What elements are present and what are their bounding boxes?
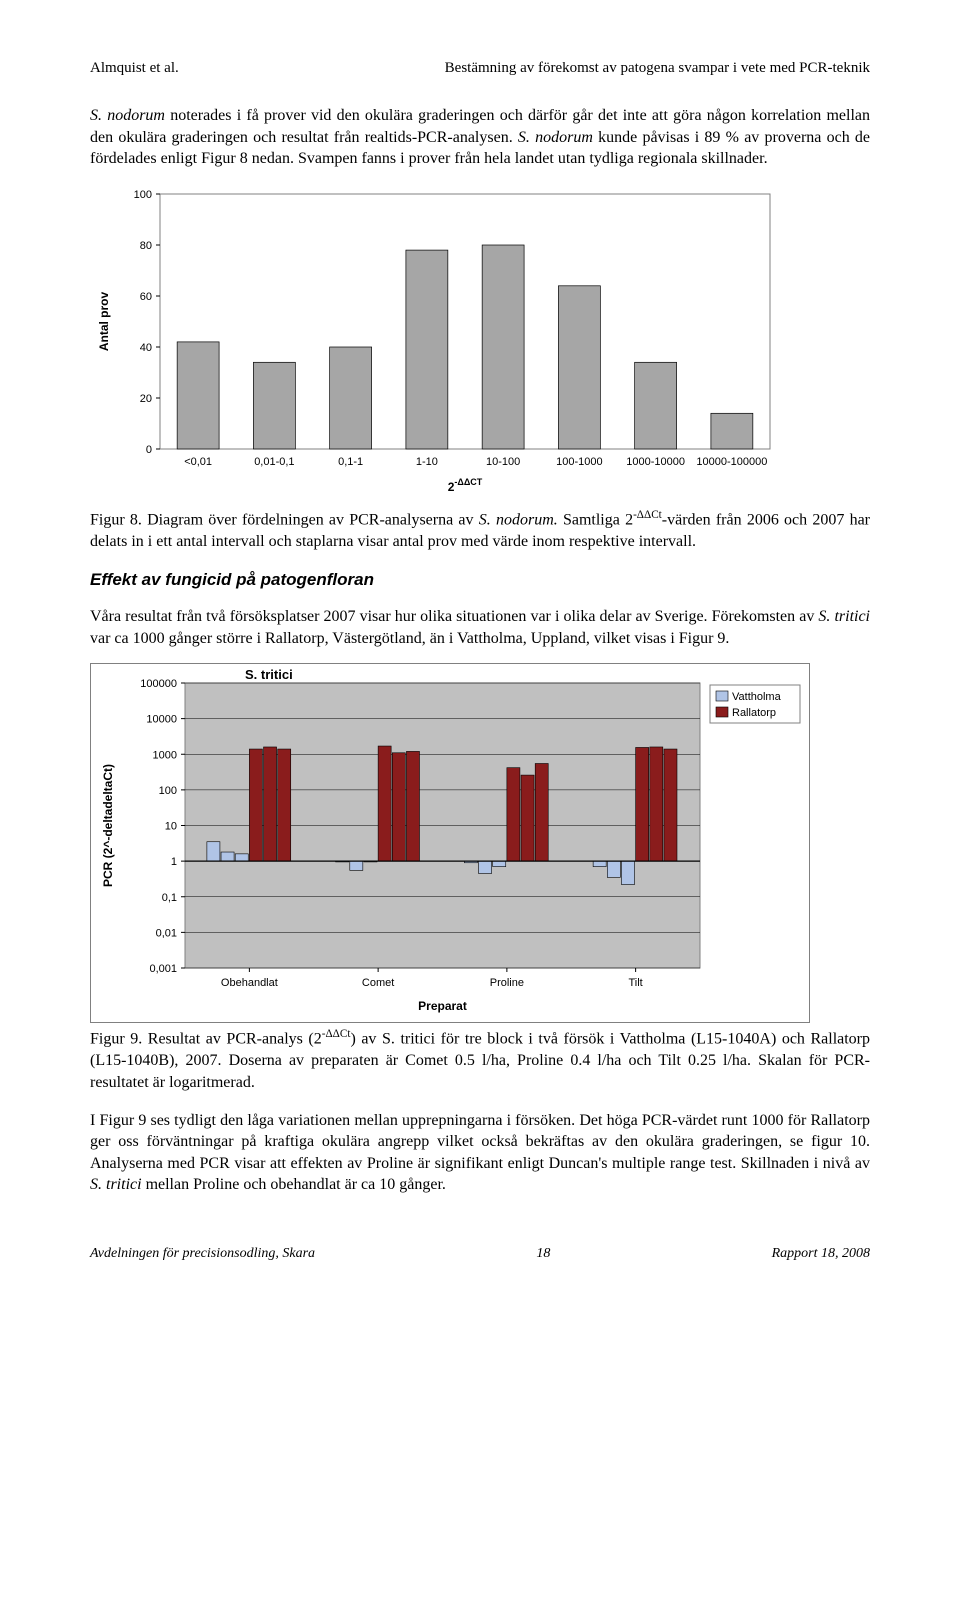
footer-right: Rapport 18, 2008 xyxy=(772,1246,870,1262)
svg-text:0,001: 0,001 xyxy=(149,963,177,975)
svg-text:2-ΔΔCT: 2-ΔΔCT xyxy=(448,477,483,494)
effekt-text-2: var ca 1000 gånger större i Rallatorp, V… xyxy=(90,630,729,647)
svg-text:1: 1 xyxy=(171,857,177,869)
svg-text:1-10: 1-10 xyxy=(416,456,438,468)
svg-text:10: 10 xyxy=(165,821,177,833)
page-header: Almquist et al. Bestämning av förekomst … xyxy=(90,60,870,77)
figure-8-chart: 0 20 40 60 80 100 Antal prov <0,01 0,01-0,1 0,1-1… xyxy=(90,184,870,504)
svg-text:<0,01: <0,01 xyxy=(184,456,212,468)
page-footer: Avdelningen för precisionsodling, Skara … xyxy=(90,1246,870,1262)
svg-text:40: 40 xyxy=(140,342,152,354)
svg-text:Tilt: Tilt xyxy=(628,977,642,989)
species-name: S. nodorum xyxy=(518,129,593,146)
footer-left: Avdelningen för precisionsodling, Skara xyxy=(90,1246,315,1262)
svg-text:Antal prov: Antal prov xyxy=(97,291,111,351)
header-title: Bestämning av förekomst av patogena svam… xyxy=(445,60,870,77)
svg-text:10000: 10000 xyxy=(146,714,177,726)
intro-paragraph: S. nodorum noterades i få prover vid den… xyxy=(90,105,870,170)
species-name: S. nodorum xyxy=(90,107,165,124)
header-author: Almquist et al. xyxy=(90,60,179,77)
svg-text:0,01: 0,01 xyxy=(156,928,177,940)
svg-text:100-1000: 100-1000 xyxy=(556,456,603,468)
effekt-paragraph: Våra resultat från två försöksplatser 20… xyxy=(90,606,870,649)
svg-text:100: 100 xyxy=(159,785,177,797)
effekt-text-1: Våra resultat från två försöksplatser 20… xyxy=(90,608,818,625)
svg-text:20: 20 xyxy=(140,393,152,405)
svg-text:10000-100000: 10000-100000 xyxy=(696,456,767,468)
svg-text:0,01-0,1: 0,01-0,1 xyxy=(254,456,294,468)
svg-text:1000-10000: 1000-10000 xyxy=(626,456,685,468)
species-name: S. tritici xyxy=(90,1176,142,1193)
svg-text:80: 80 xyxy=(140,240,152,252)
svg-text:0,1-1: 0,1-1 xyxy=(338,456,363,468)
fig8-caption-1: Figur 8. Diagram över fördelningen av PC… xyxy=(90,511,479,528)
svg-text:10-100: 10-100 xyxy=(486,456,520,468)
fig9-caption-sup: -ΔΔCt xyxy=(322,1028,351,1040)
svg-text:60: 60 xyxy=(140,291,152,303)
svg-text:PCR (2^-deltadeltaCt): PCR (2^-deltadeltaCt) xyxy=(101,764,115,887)
footer-page: 18 xyxy=(536,1246,550,1262)
svg-text:Rallatorp: Rallatorp xyxy=(732,707,776,719)
effekt-heading: Effekt av fungicid på patogenfloran xyxy=(90,570,870,590)
species-name: S. nodorum. xyxy=(479,511,558,528)
svg-text:0: 0 xyxy=(146,444,152,456)
result-text-2: mellan Proline och obehandlat är ca 10 g… xyxy=(142,1176,446,1193)
figure-8-caption: Figur 8. Diagram över fördelningen av PC… xyxy=(90,508,870,553)
svg-text:Preparat: Preparat xyxy=(418,999,467,1013)
svg-text:100: 100 xyxy=(134,189,152,201)
fig9-caption-1: Figur 9. Resultat av PCR-analys (2 xyxy=(90,1031,322,1048)
svg-text:1000: 1000 xyxy=(153,750,177,762)
svg-text:100000: 100000 xyxy=(140,678,177,690)
fig8-caption-sup: -ΔΔCt xyxy=(633,509,662,521)
figure-9-caption: Figur 9. Resultat av PCR-analys (2-ΔΔCt)… xyxy=(90,1027,870,1093)
fig8-caption-2: Samtliga 2 xyxy=(558,511,633,528)
svg-text:Comet: Comet xyxy=(362,977,394,989)
svg-text:Proline: Proline xyxy=(490,977,524,989)
species-name: S. tritici xyxy=(818,608,870,625)
svg-text:Vattholma: Vattholma xyxy=(732,691,782,703)
result-paragraph: I Figur 9 ses tydligt den låga variation… xyxy=(90,1110,870,1196)
result-text-1: I Figur 9 ses tydligt den låga variation… xyxy=(90,1112,870,1172)
svg-text:0,1: 0,1 xyxy=(162,892,177,904)
figure-9-chart: S. tritici 0,001 0,01 0,1 1 10 100 1000 10000 100… xyxy=(90,663,870,1023)
svg-text:S. tritici: S. tritici xyxy=(245,667,293,682)
svg-text:Obehandlat: Obehandlat xyxy=(221,977,278,989)
